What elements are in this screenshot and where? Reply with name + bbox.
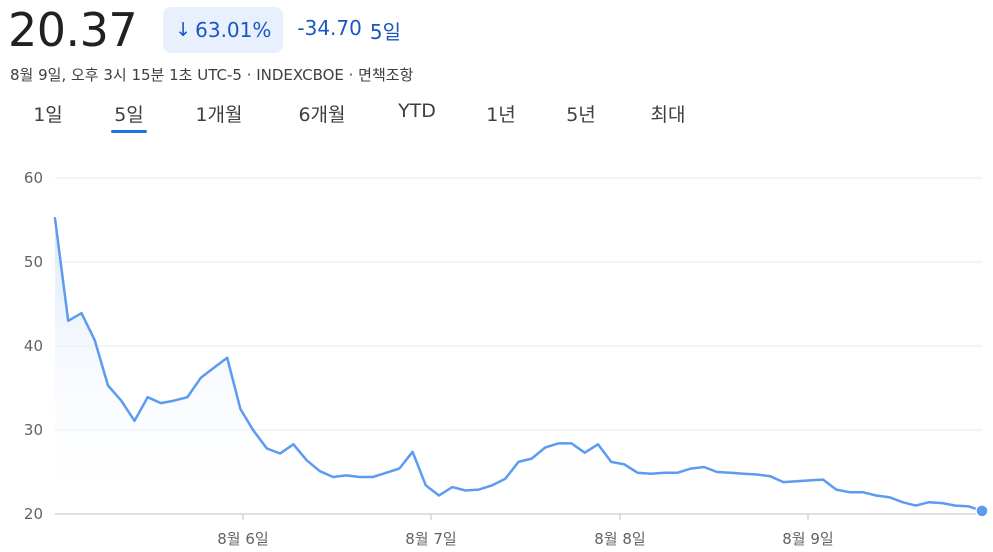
y-axis: 60 50 40 30 20 [24,169,43,523]
tab-5d[interactable]: 5일 [114,104,144,126]
x-axis: 8월 6일 8월 7일 8월 8일 8월 9일 [217,514,834,548]
tab-max[interactable]: 최대 [650,104,686,126]
y-tick-label: 60 [24,169,43,187]
change-summary: -34.70 5일 [297,16,401,45]
change-percent: 63.01% [195,18,272,42]
tab-1d[interactable]: 1일 [33,104,63,126]
change-absolute: -34.70 [297,15,362,40]
x-tick-label: 8월 6일 [217,530,268,548]
change-period: 5일 [369,19,401,44]
x-tick-label: 8월 9일 [782,530,833,548]
tab-1y[interactable]: 1년 [486,104,516,126]
y-tick-label: 20 [24,505,43,523]
tab-5y[interactable]: 5년 [566,104,596,126]
quote-meta: 8월 9일, 오후 3시 15분 1초 UTC-5 · INDEXCBOE · … [10,66,414,84]
current-price: 20.37 [8,3,138,57]
price-line [53,217,984,513]
price-area-fill [55,218,982,515]
y-tick-label: 50 [24,253,43,271]
arrow-down-icon: ↓ [175,19,192,41]
active-tab-indicator [111,130,147,133]
tab-6m[interactable]: 6개월 [298,104,346,126]
x-tick-label: 8월 8일 [594,530,645,548]
x-tick-label: 8월 7일 [405,530,456,548]
quote-header: 20.37 ↓ 63.01% -34.70 5일 [8,0,401,60]
tab-1m[interactable]: 1개월 [195,104,243,126]
tab-ytd[interactable]: YTD [398,100,436,122]
current-price-marker[interactable] [975,504,989,518]
change-percent-badge: ↓ 63.01% [163,7,284,53]
y-tick-label: 40 [24,337,43,355]
y-tick-label: 30 [24,421,43,439]
